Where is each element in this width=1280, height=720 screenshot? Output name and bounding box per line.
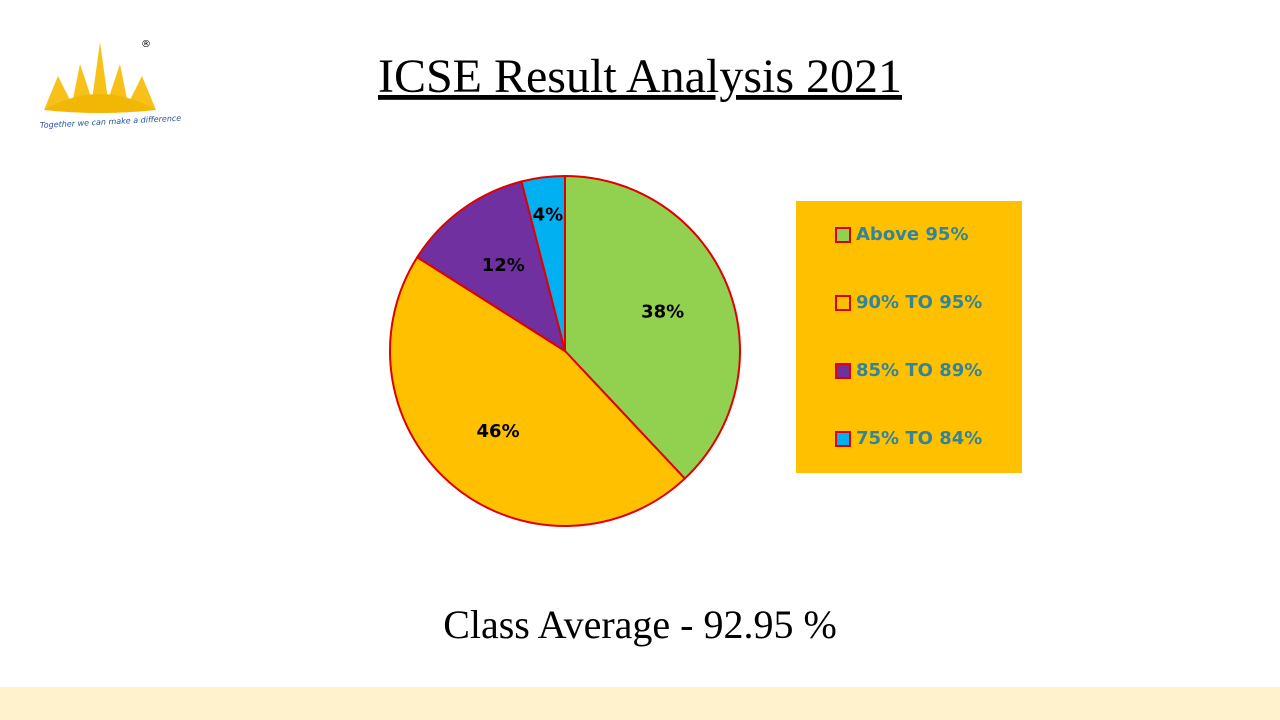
class-average: Class Average - 92.95 % — [443, 602, 837, 647]
pie-slice — [415, 180, 567, 354]
logo-mark: ® — [141, 39, 151, 50]
legend-label: 90% TO 95% — [856, 292, 982, 313]
footer-band — [0, 687, 1280, 720]
pie-slice — [388, 255, 687, 528]
pie-slice — [564, 174, 742, 480]
data-label: 4% — [533, 205, 564, 226]
data-label: 12% — [482, 255, 525, 276]
legend-label: 85% TO 89% — [856, 360, 982, 381]
legend-swatch — [835, 295, 851, 311]
logo-base — [44, 94, 156, 113]
logo-crown — [44, 42, 156, 110]
legend-box — [796, 201, 1022, 473]
legend-swatch — [835, 363, 851, 379]
pie-slice — [520, 174, 566, 352]
slide-title: ICSE Result Analysis 2021 — [378, 50, 902, 103]
logo: ® Together we can make a difference — [40, 39, 182, 130]
legend-label: 75% TO 84% — [856, 428, 982, 449]
logo-tagline: Together we can make a difference — [40, 114, 182, 130]
legend-swatch — [835, 227, 851, 243]
legend-swatch — [835, 431, 851, 447]
data-label: 38% — [641, 301, 684, 322]
data-label: 46% — [477, 421, 520, 442]
legend-label: Above 95% — [856, 224, 968, 245]
